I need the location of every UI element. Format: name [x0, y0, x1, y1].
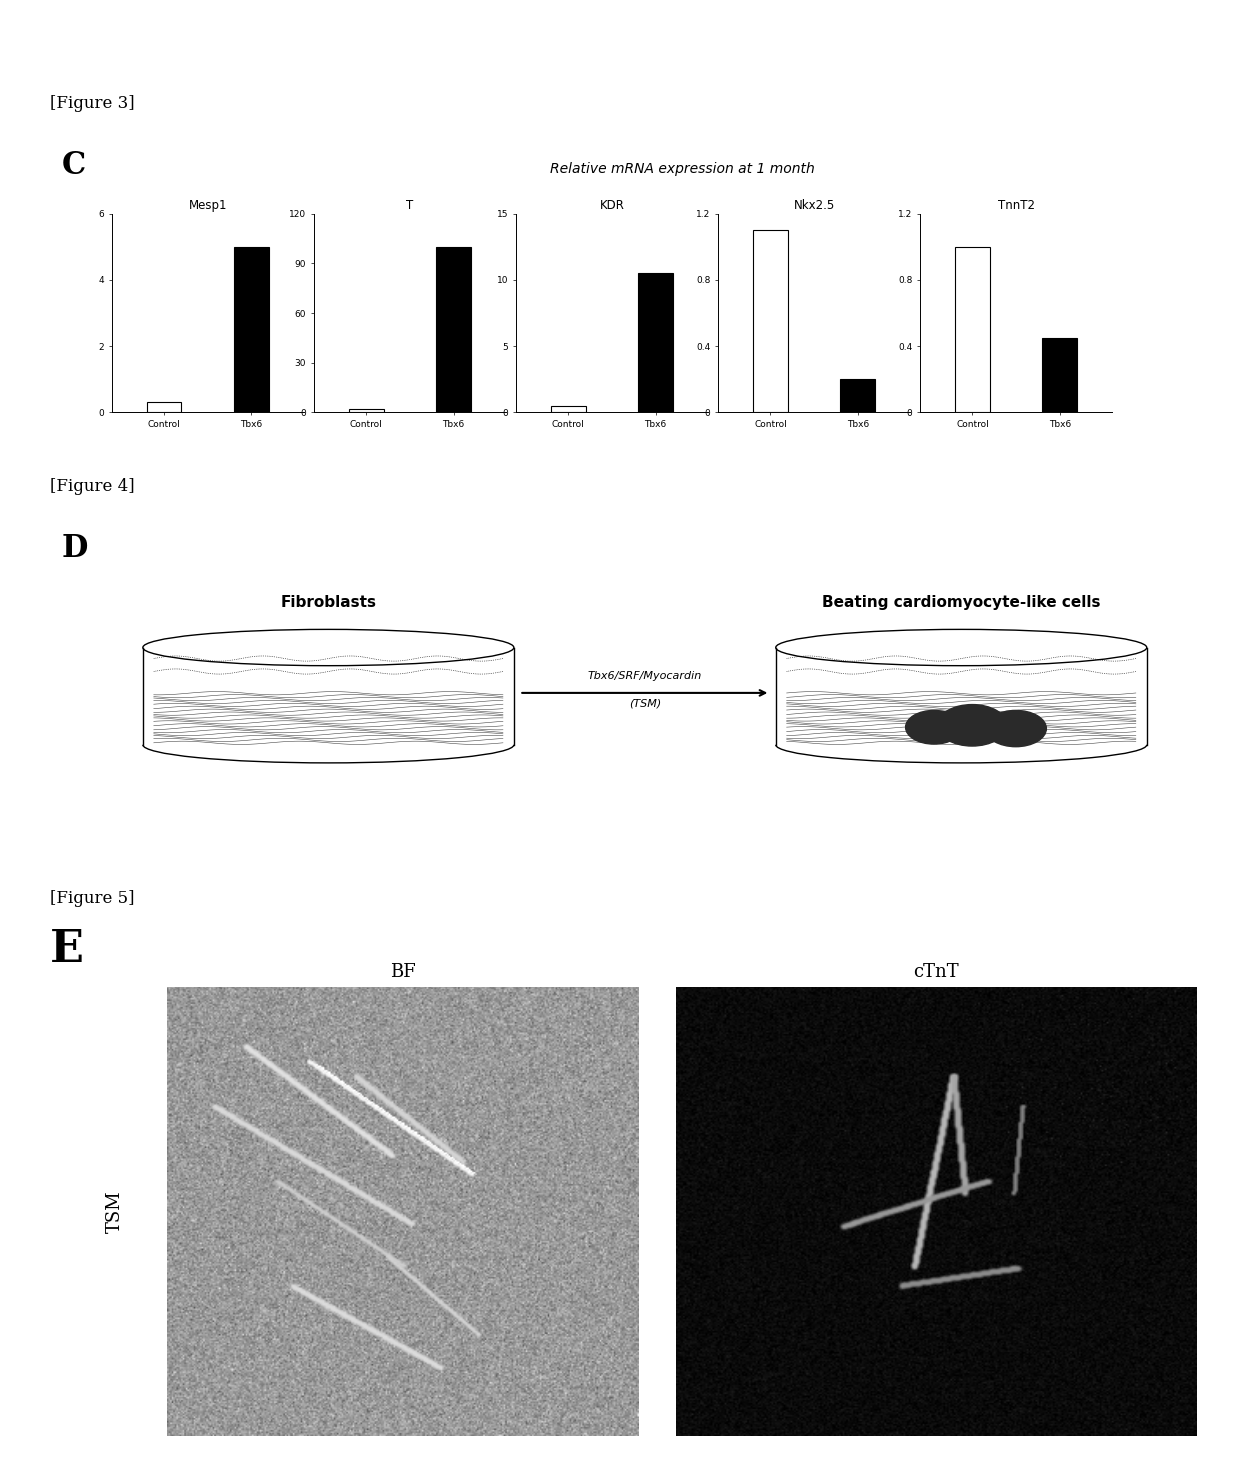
Text: [Figure 5]: [Figure 5]: [50, 890, 134, 907]
Title: T: T: [407, 199, 413, 212]
Text: D: D: [62, 533, 88, 564]
Title: Nkx2.5: Nkx2.5: [794, 199, 835, 212]
Bar: [436, 246, 471, 412]
Text: Beating cardiomyocyte-like cells: Beating cardiomyocyte-like cells: [822, 595, 1100, 610]
Bar: [1043, 337, 1078, 412]
Text: E: E: [50, 928, 83, 971]
Bar: [234, 246, 269, 412]
Circle shape: [905, 710, 962, 744]
Bar: [639, 274, 673, 412]
Bar: [551, 407, 585, 412]
Circle shape: [937, 704, 1007, 745]
Bar: [146, 402, 181, 412]
Bar: [841, 380, 875, 412]
Text: Fibroblasts: Fibroblasts: [280, 595, 377, 610]
Text: [Figure 4]: [Figure 4]: [50, 477, 134, 495]
Bar: [753, 230, 787, 412]
Text: [Figure 3]: [Figure 3]: [50, 94, 134, 112]
Title: Mesp1: Mesp1: [188, 199, 227, 212]
Text: TSM: TSM: [105, 1190, 124, 1233]
Text: Relative mRNA expression at 1 month: Relative mRNA expression at 1 month: [549, 162, 815, 177]
Text: cTnT: cTnT: [914, 963, 959, 981]
Title: KDR: KDR: [599, 199, 625, 212]
Text: (TSM): (TSM): [629, 698, 661, 709]
Text: C: C: [62, 150, 87, 181]
Text: BF: BF: [391, 963, 415, 981]
Circle shape: [986, 710, 1047, 747]
Bar: [348, 409, 383, 412]
Text: Tbx6/SRF/Myocardin: Tbx6/SRF/Myocardin: [588, 672, 702, 681]
Bar: [955, 246, 990, 412]
Title: TnnT2: TnnT2: [998, 199, 1034, 212]
